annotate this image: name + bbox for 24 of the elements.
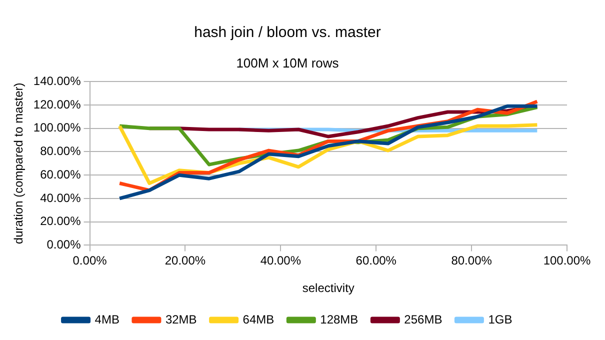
- x-tick-label: 0.00%: [72, 254, 108, 268]
- y-axis-title: duration (compared to master): [12, 82, 26, 244]
- legend-label: 32MB: [165, 312, 197, 326]
- chart-subtitle: 100M x 10M rows: [236, 55, 340, 70]
- y-tick-label: 120.00%: [33, 97, 82, 112]
- legend-label: 4MB: [94, 312, 120, 326]
- legend-label: 64MB: [242, 312, 274, 326]
- x-tick-label: 60.00%: [356, 254, 397, 268]
- legend-label: 256MB: [404, 312, 442, 326]
- x-tick-label: 80.00%: [451, 254, 492, 268]
- y-tick-label: 40.00%: [40, 190, 82, 205]
- y-tick-label: 140.00%: [33, 74, 82, 88]
- x-tick-label: 20.00%: [164, 254, 206, 268]
- chart-title: hash join / bloom vs. master: [194, 24, 381, 42]
- y-tick-label: 20.00%: [40, 214, 82, 228]
- y-tick-label: 60.00%: [40, 167, 82, 182]
- legend-label: 128MB: [320, 312, 358, 326]
- y-tick-label: 100.00%: [33, 120, 82, 135]
- legend-label: 1GB: [488, 312, 512, 326]
- x-axis-title: selectivity: [302, 281, 354, 296]
- x-tick-label: 100.00%: [543, 254, 592, 268]
- y-tick-label: 0.00%: [46, 238, 82, 252]
- y-tick-label: 80.00%: [40, 144, 82, 158]
- x-tick-label: 40.00%: [260, 254, 302, 268]
